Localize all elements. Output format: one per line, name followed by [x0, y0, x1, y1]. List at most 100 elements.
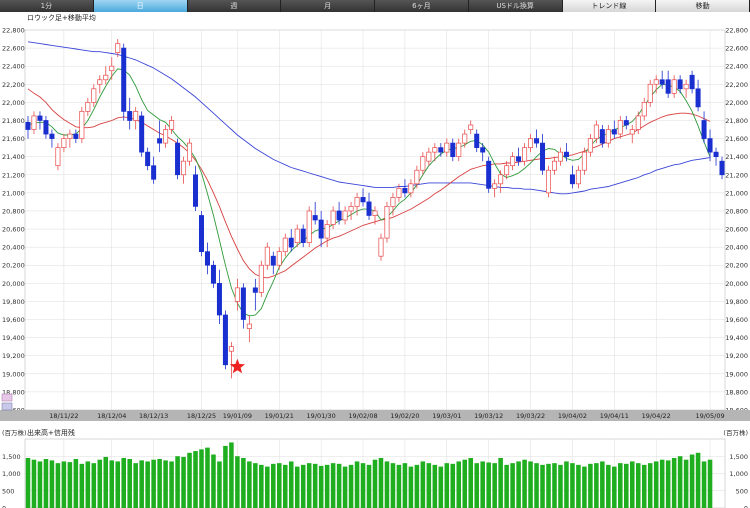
price-x-tick-label: 19/01/30 [307, 412, 336, 420]
volume-bar [217, 461, 222, 508]
candle-down [474, 133, 480, 148]
tab-1[interactable]: 日 [93, 0, 188, 12]
x-axis-band [0, 410, 750, 421]
volume-bar [366, 464, 372, 508]
volume-bar [671, 457, 677, 508]
candle-down [43, 120, 49, 135]
candle-down [677, 79, 683, 90]
volume-bar [432, 464, 438, 508]
price-tick-label-right: 21,200 [725, 171, 748, 179]
candle-down [534, 138, 540, 144]
candle-down [288, 237, 294, 248]
candle-down [689, 74, 695, 90]
volume-bar [629, 461, 635, 508]
tab-7[interactable]: 移動 [656, 0, 750, 12]
candle-up [617, 120, 623, 135]
candle-up [91, 88, 97, 103]
volume-tick-label-left: 500 [2, 487, 14, 495]
volume-bar [163, 460, 168, 508]
candle-up [587, 138, 593, 153]
candle-up [282, 237, 288, 253]
candle-up [390, 197, 396, 207]
tab-4[interactable]: 6ヶ月 [375, 0, 469, 12]
volume-bar [689, 454, 695, 508]
candle-down [73, 133, 79, 139]
volume-bar [199, 449, 204, 508]
volume-bar [420, 461, 426, 508]
volume-bar [360, 463, 366, 508]
candle-up [330, 210, 336, 225]
price-x-tick-label: 19/04/02 [558, 412, 587, 420]
candle-down [151, 165, 157, 180]
price-tick-label-right: 22,000 [725, 99, 748, 107]
candle-down [480, 147, 486, 153]
volume-bar [612, 466, 617, 508]
candle-down [25, 121, 31, 130]
zoom-in-icon[interactable] [1, 402, 13, 411]
candle-up [593, 124, 599, 139]
volume-bar [468, 457, 473, 508]
volume-bar [205, 447, 210, 508]
volume-bar [414, 464, 420, 508]
volume-bar [701, 461, 707, 508]
volume-bar [683, 459, 689, 508]
price-tick-label-right: 20,000 [725, 280, 748, 288]
candle-up [444, 142, 450, 153]
price-tick-label-right: 19,000 [725, 370, 748, 378]
candle-down [210, 264, 216, 284]
candle-up [372, 210, 378, 216]
candle-up [348, 206, 354, 212]
candle-down [611, 129, 617, 135]
candle-up [55, 147, 61, 167]
candle-down [204, 251, 210, 266]
price-tick-label-right: 21,400 [725, 153, 748, 161]
candle-down [438, 147, 444, 153]
price-tick-label-left: 21,800 [2, 117, 25, 125]
volume-bar [25, 457, 31, 508]
volume-bar [247, 461, 252, 508]
tab-0[interactable]: 1分 [0, 0, 94, 12]
volume-bar [55, 463, 61, 508]
price-tick-label-left: 20,600 [2, 226, 25, 234]
candle-up [581, 151, 587, 171]
candle-down [402, 187, 408, 194]
price-x-tick-label: 19/03/12 [474, 412, 503, 420]
candle-down [37, 115, 43, 121]
candle-down [713, 151, 719, 158]
price-tick-label-left: 22,200 [2, 81, 25, 89]
candle-down [516, 156, 522, 162]
volume-bar [342, 466, 348, 508]
volume-bar [253, 463, 258, 508]
volume-bar [73, 459, 79, 508]
candle-up [414, 169, 420, 185]
candle-down [360, 197, 366, 203]
price-x-tick-label: 19/01/09 [223, 412, 252, 420]
candle-up [378, 237, 384, 257]
candle-up [187, 142, 193, 162]
price-tick-label-left: 19,400 [2, 334, 25, 342]
volume-bar [211, 454, 216, 508]
candle-up [629, 129, 635, 135]
volume-bar [474, 463, 479, 508]
volume-bar [115, 461, 121, 508]
candle-up [276, 251, 282, 266]
volume-bar [492, 463, 497, 508]
candle-down [366, 201, 372, 216]
tab-6[interactable]: トレンド線 [562, 0, 657, 12]
volume-bar [540, 464, 545, 508]
price-tick-label-left: 19,800 [2, 298, 25, 306]
candle-up [528, 138, 534, 148]
zoom-out-icon[interactable] [1, 393, 13, 402]
candle-down [198, 215, 204, 253]
volume-bar [378, 457, 384, 508]
tab-2[interactable]: 週 [187, 0, 282, 12]
tab-3[interactable]: 月 [281, 0, 375, 12]
price-tick-label-right: 19,600 [725, 316, 748, 324]
candle-up [306, 210, 312, 243]
candle-up [31, 115, 37, 130]
volume-bar [175, 456, 180, 508]
volume-tick-label-right: 1,500 [729, 453, 748, 461]
candle-down [336, 210, 342, 221]
tab-5[interactable]: USドル換算 [468, 0, 563, 12]
candle-down [695, 88, 701, 108]
